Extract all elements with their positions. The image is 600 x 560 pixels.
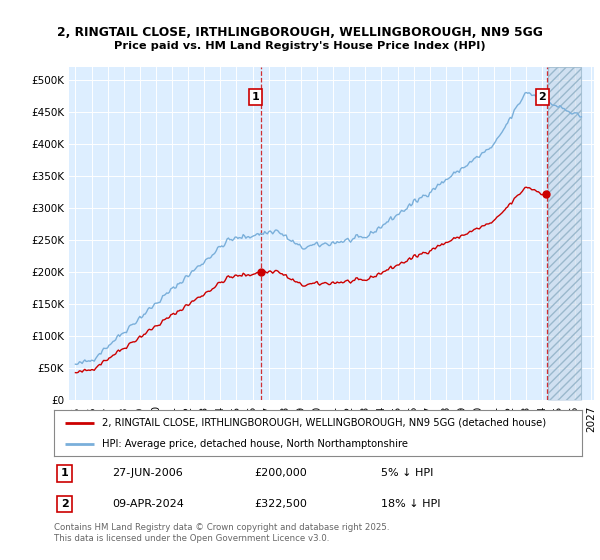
Text: 2, RINGTAIL CLOSE, IRTHLINGBOROUGH, WELLINGBOROUGH, NN9 5GG: 2, RINGTAIL CLOSE, IRTHLINGBOROUGH, WELL… — [57, 26, 543, 39]
Text: 2, RINGTAIL CLOSE, IRTHLINGBOROUGH, WELLINGBOROUGH, NN9 5GG (detached house): 2, RINGTAIL CLOSE, IRTHLINGBOROUGH, WELL… — [101, 418, 545, 428]
Text: 5% ↓ HPI: 5% ↓ HPI — [382, 468, 434, 478]
Text: Price paid vs. HM Land Registry's House Price Index (HPI): Price paid vs. HM Land Registry's House … — [114, 41, 486, 51]
Text: £322,500: £322,500 — [254, 499, 308, 509]
Text: 2: 2 — [61, 499, 68, 509]
Text: 18% ↓ HPI: 18% ↓ HPI — [382, 499, 441, 509]
Text: HPI: Average price, detached house, North Northamptonshire: HPI: Average price, detached house, Nort… — [101, 439, 407, 449]
Text: 1: 1 — [61, 468, 68, 478]
Text: 1: 1 — [252, 92, 260, 102]
Text: 27-JUN-2006: 27-JUN-2006 — [112, 468, 183, 478]
Text: 09-APR-2024: 09-APR-2024 — [112, 499, 184, 509]
Text: £200,000: £200,000 — [254, 468, 307, 478]
Text: Contains HM Land Registry data © Crown copyright and database right 2025.
This d: Contains HM Land Registry data © Crown c… — [54, 524, 389, 543]
Text: 2: 2 — [538, 92, 546, 102]
